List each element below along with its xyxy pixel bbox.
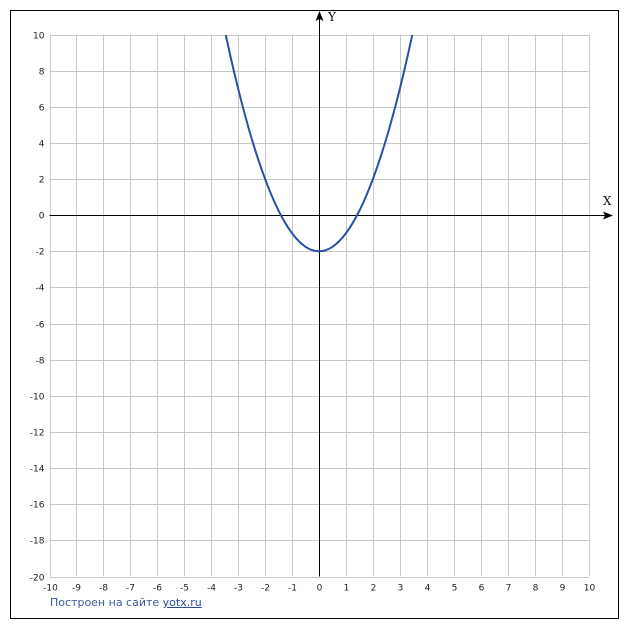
y-tick-label: -14: [30, 465, 45, 475]
x-tick-label: -6: [153, 584, 162, 594]
y-tick-label: -20: [30, 574, 45, 584]
x-tick-label: -2: [261, 584, 270, 594]
y-tick-label: -10: [30, 393, 45, 403]
y-tick-label: -4: [36, 284, 45, 294]
x-tick-label: 6: [479, 584, 485, 594]
x-tick-label: 10: [584, 584, 596, 594]
footer-text: Построен на сайте: [50, 596, 163, 609]
x-tick-label: -10: [43, 584, 58, 594]
y-tick-label: 4: [39, 140, 45, 150]
y-tick-label: 10: [33, 32, 45, 42]
y-tick-label: 6: [39, 104, 45, 114]
axes: [49, 11, 613, 577]
y-axis-arrow-icon: [315, 11, 324, 21]
x-axis-arrow-icon: [603, 211, 613, 220]
y-axis-label: Y: [327, 10, 337, 24]
y-tick-label: -2: [36, 248, 45, 258]
x-tick-label: 7: [506, 584, 512, 594]
x-tick-label: 5: [452, 584, 458, 594]
frame-border: [10, 10, 619, 619]
x-tick-label: 3: [398, 584, 404, 594]
y-tick-label: -16: [30, 501, 45, 511]
site-link[interactable]: yotx.ru: [162, 596, 202, 609]
y-tick-label: 0: [39, 212, 45, 222]
y-tick-label: -6: [36, 321, 45, 331]
x-tick-label: 2: [371, 584, 377, 594]
x-tick-label: 0: [317, 584, 323, 594]
x-tick-label: -1: [288, 584, 297, 594]
footer-credit: Построен на сайте yotx.ru: [50, 596, 202, 609]
x-tick-label: -5: [180, 584, 189, 594]
x-tick-label: -8: [99, 584, 108, 594]
x-tick-label: -3: [234, 584, 243, 594]
y-tick-label: 8: [39, 68, 45, 78]
y-tick-label: -12: [30, 429, 45, 439]
x-tick-label: 9: [560, 584, 566, 594]
y-tick-label: -18: [30, 537, 45, 547]
x-tick-label: -7: [126, 584, 135, 594]
x-tick-label: -9: [72, 584, 81, 594]
x-axis-label: X: [603, 194, 612, 208]
y-tick-label: 2: [39, 176, 45, 186]
x-tick-label: 4: [425, 584, 431, 594]
x-tick-label: 1: [344, 584, 350, 594]
x-tick-label: -4: [207, 584, 216, 594]
series-layer: [224, 34, 414, 253]
x-tick-label: 8: [533, 584, 539, 594]
parabola-curve: [224, 34, 414, 253]
y-tick-label: -8: [36, 357, 45, 367]
tick-labels: -10 -9 -8 -7 -6 -5 -4 -3 -2 -1 0 1 2 3 4 5 6 7 8 9 101086420…: [30, 32, 596, 594]
